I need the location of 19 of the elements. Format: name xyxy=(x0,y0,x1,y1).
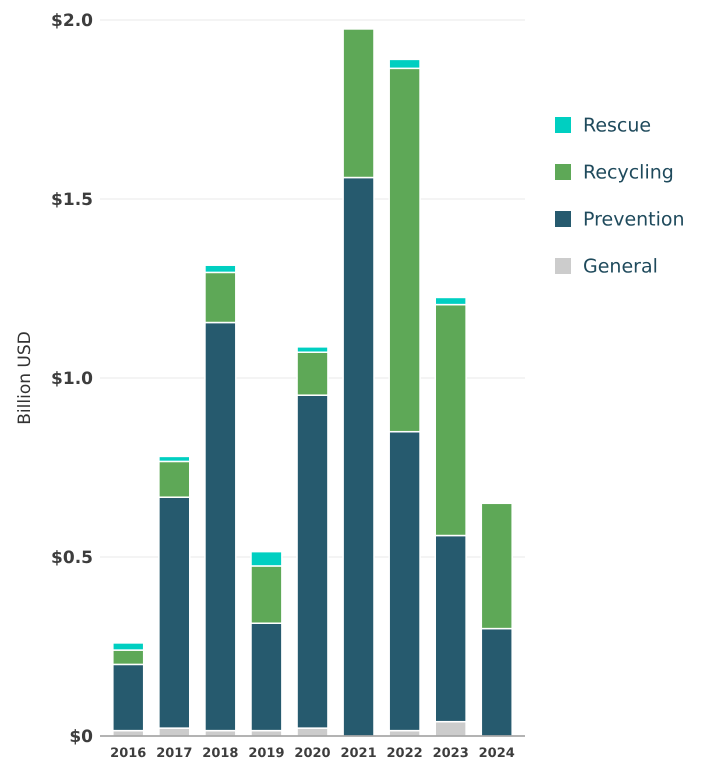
y-axis-title: Billion USD xyxy=(15,331,35,425)
x-tick-label: 2024 xyxy=(478,746,515,761)
x-tick-label: 2017 xyxy=(156,746,192,761)
legend-label: Prevention xyxy=(583,208,685,231)
y-tick-label: $1.0 xyxy=(51,368,94,389)
legend-label: Rescue xyxy=(583,114,652,137)
y-tick-label: $1.5 xyxy=(51,190,93,210)
x-tick-label: 2021 xyxy=(340,746,377,761)
x-tick-label: 2023 xyxy=(432,746,469,761)
x-tick-label: 2018 xyxy=(202,746,238,761)
y-tick-label: $0 xyxy=(69,726,94,747)
x-tick-label: 2016 xyxy=(110,746,146,761)
x-tick-label: 2019 xyxy=(248,746,285,761)
legend-label: Recycling xyxy=(583,162,674,184)
x-tick-label: 2022 xyxy=(386,746,423,761)
y-tick-label: $0.5 xyxy=(51,548,93,568)
legend-label: General xyxy=(583,256,658,278)
x-tick-label: 2020 xyxy=(294,746,331,761)
y-tick-label: $2.0 xyxy=(51,10,94,31)
